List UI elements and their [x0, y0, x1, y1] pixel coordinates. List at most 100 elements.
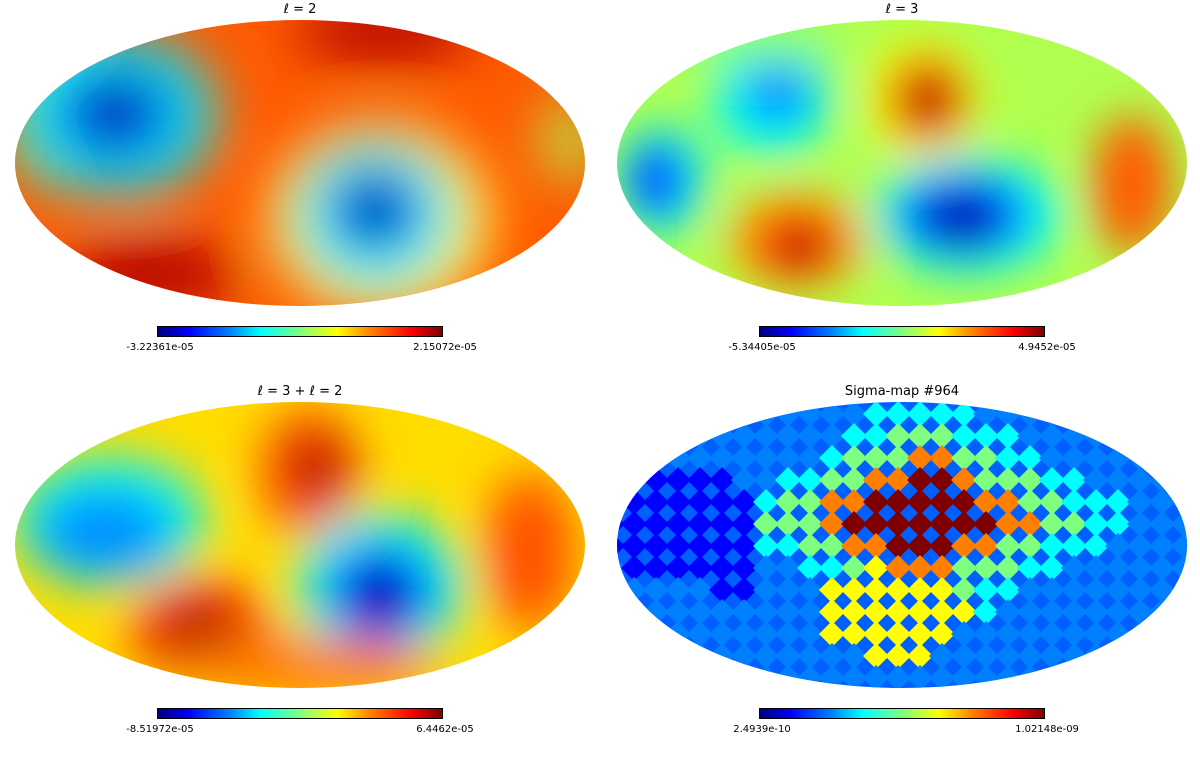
sigma-pixel — [775, 467, 801, 493]
sigma-pixel — [841, 533, 867, 559]
sigma-pixel — [863, 599, 889, 625]
sigma-pixel — [885, 643, 911, 669]
sigma-pixel — [643, 402, 669, 405]
sigma-pixel — [863, 555, 889, 581]
sigma-pixel — [731, 665, 757, 688]
sigma-pixel — [907, 643, 933, 669]
sigma-pixel — [863, 467, 889, 493]
sigma-pixel — [929, 511, 955, 537]
sigma-pixel — [1127, 555, 1153, 581]
sigma-pixel — [775, 621, 801, 647]
sigma-pixel — [1039, 599, 1065, 625]
sigma-pixel — [1171, 467, 1187, 493]
sigma-pixel — [1105, 423, 1131, 449]
sigma-pixel — [687, 687, 713, 688]
sigma-pixel — [687, 511, 713, 537]
sigma-pixel — [687, 621, 713, 647]
sigma-pixel — [621, 402, 647, 405]
sigma-pixel — [863, 511, 889, 537]
sigma-pixel — [617, 643, 625, 669]
sigma-pixel — [709, 599, 735, 625]
sigma-pixel — [1171, 599, 1187, 625]
sigma-pixel — [1149, 511, 1175, 537]
sigma-pixel — [1127, 402, 1153, 405]
mollweide-map-sigma — [617, 402, 1187, 688]
sigma-pixel — [1127, 643, 1153, 669]
sigma-pixel — [797, 599, 823, 625]
sigma-pixel — [951, 445, 977, 471]
sigma-pixel — [1127, 577, 1153, 603]
sigma-pixel — [819, 402, 845, 427]
sigma-pixel — [1105, 467, 1131, 493]
sigma-pixel — [1149, 402, 1175, 405]
sigma-pixel — [1171, 665, 1187, 688]
sigma-pixel — [1149, 555, 1175, 581]
sigma-pixel — [775, 423, 801, 449]
sigma-pixel — [775, 402, 801, 405]
sigma-pixel — [643, 533, 669, 559]
sigma-pixel — [995, 599, 1021, 625]
sigma-pixel — [643, 687, 669, 688]
sigma-pixel — [1017, 467, 1043, 493]
sigma-pixel — [1017, 533, 1043, 559]
sigma-pixel — [929, 467, 955, 493]
sigma-pixel — [1017, 643, 1043, 669]
sigma-pixel — [907, 621, 933, 647]
sigma-pixel — [929, 402, 955, 427]
sigma-pixel — [1105, 511, 1131, 537]
sigma-pixel — [621, 643, 647, 669]
sigma-pixel — [1149, 445, 1175, 471]
sigma-pixel — [753, 489, 779, 515]
sigma-pixel — [951, 402, 977, 405]
sigma-pixel — [973, 621, 999, 647]
sigma-pixel — [929, 599, 955, 625]
sigma-pixel — [1061, 621, 1087, 647]
sigma-pixel — [907, 511, 933, 537]
sigma-pixel — [1017, 511, 1043, 537]
sigma-pixel — [951, 643, 977, 669]
sigma-pixel — [1105, 402, 1131, 405]
sigma-pixel — [1083, 511, 1109, 537]
sigma-pixel — [731, 687, 757, 688]
sigma-pixel — [617, 423, 625, 449]
sigma-pixel — [775, 643, 801, 669]
colorbar-max-label: 6.4462e-05 — [416, 724, 474, 735]
sigma-pixel — [995, 577, 1021, 603]
sigma-pixel — [1061, 467, 1087, 493]
sigma-pixel — [1105, 402, 1131, 427]
sigma-pixel — [643, 621, 669, 647]
sigma-pixel — [1039, 489, 1065, 515]
sigma-pixel — [1039, 445, 1065, 471]
sigma-pixel — [709, 621, 735, 647]
sigma-pixel — [731, 577, 757, 603]
sigma-pixel — [621, 511, 647, 537]
sigma-pixel — [885, 423, 911, 449]
sigma-pixel — [1127, 467, 1153, 493]
sigma-pixel — [1127, 423, 1153, 449]
sigma-pixel — [709, 467, 735, 493]
sigma-pixel — [1149, 643, 1175, 669]
sigma-pixel — [1083, 599, 1109, 625]
sigma-pixel — [973, 445, 999, 471]
sigma-pixel — [1149, 533, 1175, 559]
sigma-pixel — [1083, 533, 1109, 559]
sigma-pixel — [819, 423, 845, 449]
sigma-pixel — [1061, 445, 1087, 471]
sigma-pixel — [797, 621, 823, 647]
sigma-pixel — [617, 445, 625, 471]
sigma-pixel — [907, 665, 933, 688]
sigma-pixel — [1149, 402, 1175, 427]
sigma-pixel — [1127, 511, 1153, 537]
sigma-pixel — [617, 489, 625, 515]
sigma-pixel — [687, 402, 713, 405]
sigma-pixel — [643, 577, 669, 603]
sigma-pixel — [973, 467, 999, 493]
sigma-pixel — [665, 665, 691, 688]
sigma-pixel — [665, 643, 691, 669]
sigma-pixel — [665, 687, 691, 688]
sigma-pixel — [687, 445, 713, 471]
sigma-pixel — [951, 621, 977, 647]
sigma-pixel — [841, 489, 867, 515]
colorbar-min-label: -8.51972e-05 — [126, 724, 194, 735]
sigma-pixel — [731, 423, 757, 449]
